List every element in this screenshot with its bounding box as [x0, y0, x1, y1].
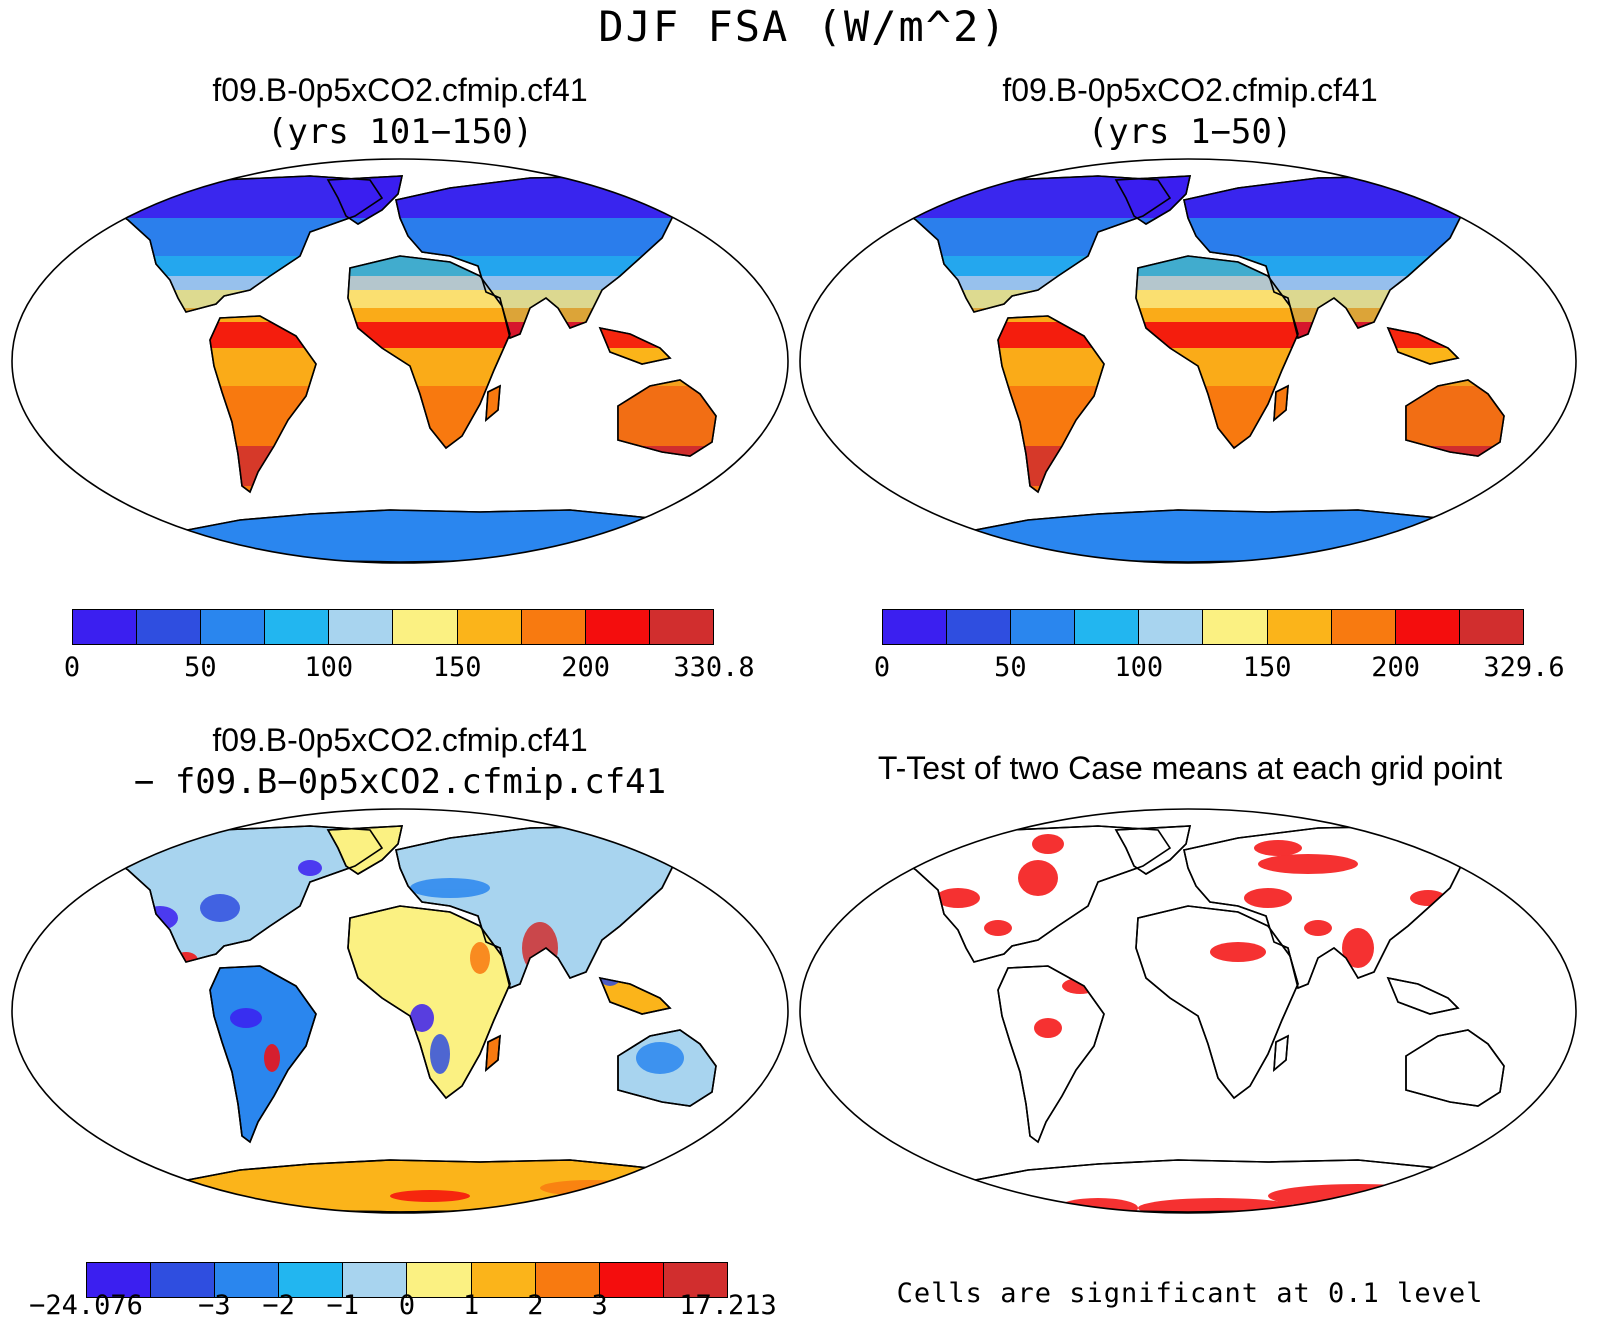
colorbar-tick-label: 1 — [463, 1290, 480, 1321]
colorbar-tick-label: 329.6 — [1483, 652, 1565, 683]
colorbar-swatch — [407, 1263, 472, 1297]
colorbar-swatch — [279, 1263, 344, 1297]
panel2-colorbar-ticks: 0 50 100 150 200 329.6 — [874, 652, 1565, 686]
panel3-map — [11, 808, 789, 1214]
figure-title: DJF FSA (W/m^2) — [598, 2, 1008, 51]
panel1-subtitle: (yrs 101−150) — [266, 112, 534, 152]
colorbar-swatch — [883, 610, 948, 644]
colorbar-tick-label: 200 — [1371, 652, 1420, 683]
significance-note: Cells are significant at 0.1 level — [896, 1278, 1484, 1309]
colorbar-swatch — [73, 610, 138, 644]
colorbar-swatch — [1267, 610, 1332, 644]
colorbar-tick-label: 50 — [184, 652, 217, 683]
map-frame — [11, 158, 789, 564]
panel2-subtitle: (yrs 1−50) — [1087, 112, 1293, 152]
colorbar-swatch — [599, 1263, 664, 1297]
colorbar-swatch — [265, 610, 330, 644]
colorbar-tick-label: −2 — [262, 1290, 295, 1321]
colorbar-tick-label: 0 — [63, 652, 81, 683]
colorbar-swatch — [535, 1263, 600, 1297]
panel4-title: T-Test of two Case means at each grid po… — [877, 750, 1503, 786]
colorbar-swatch — [471, 1263, 536, 1297]
colorbar-swatch — [649, 610, 713, 644]
colorbar-swatch — [947, 610, 1012, 644]
colorbar-tick-label: 0 — [873, 652, 891, 683]
colorbar-swatch — [137, 610, 202, 644]
colorbar-swatch — [1139, 610, 1204, 644]
panel3-colorbar-ticks: −24.076 −3 −2 −1 0 1 2 3 17.213 — [29, 1290, 777, 1324]
panel3-title: f09.B-0p5xCO2.cfmip.cf41 — [212, 722, 588, 758]
colorbar-swatch — [215, 1263, 280, 1297]
panel3-colorbar — [86, 1262, 728, 1298]
colorbar-swatch — [1011, 610, 1076, 644]
panel2-title: f09.B-0p5xCO2.cfmip.cf41 — [1002, 72, 1378, 108]
colorbar-tick-label: 0 — [398, 1290, 416, 1321]
panel4-map — [799, 808, 1577, 1214]
colorbar-tick-label: −1 — [326, 1290, 360, 1321]
panel2-colorbar — [882, 609, 1524, 645]
colorbar-swatch — [87, 1263, 152, 1297]
colorbar-swatch — [151, 1263, 216, 1297]
colorbar-swatch — [1459, 610, 1523, 644]
colorbar-tick-label: 2 — [527, 1290, 544, 1321]
map-frame — [799, 158, 1577, 564]
panel1-colorbar-ticks: 0 50 100 150 200 330.8 — [64, 652, 755, 686]
colorbar-tick-label: 100 — [304, 652, 354, 683]
colorbar-tick-label: 50 — [994, 652, 1027, 683]
colorbar-swatch — [343, 1263, 408, 1297]
colorbar-swatch — [663, 1263, 727, 1297]
colorbar-swatch — [585, 610, 650, 644]
panel1-colorbar — [72, 609, 714, 645]
colorbar-tick-label: 3 — [591, 1290, 608, 1321]
colorbar-tick-label: −24.076 — [29, 1290, 143, 1321]
map-frame — [799, 808, 1577, 1214]
colorbar-tick-label: 17.213 — [679, 1290, 777, 1321]
colorbar-tick-label: 100 — [1114, 652, 1164, 683]
panel2-map — [799, 158, 1577, 564]
colorbar-swatch — [1395, 610, 1460, 644]
colorbar-tick-label: 330.8 — [673, 652, 755, 683]
colorbar-swatch — [329, 610, 394, 644]
colorbar-swatch — [457, 610, 522, 644]
panel1-title: f09.B-0p5xCO2.cfmip.cf41 — [212, 72, 588, 108]
colorbar-swatch — [201, 610, 266, 644]
colorbar-tick-label: 150 — [432, 652, 482, 683]
colorbar-swatch — [393, 610, 458, 644]
colorbar-swatch — [1075, 610, 1140, 644]
colorbar-tick-label: 150 — [1242, 652, 1292, 683]
colorbar-swatch — [1203, 610, 1268, 644]
map-frame — [11, 808, 789, 1214]
colorbar-tick-label: 200 — [561, 652, 610, 683]
colorbar-swatch — [1331, 610, 1396, 644]
colorbar-swatch — [521, 610, 586, 644]
colorbar-tick-label: −3 — [198, 1290, 231, 1321]
panel3-subtitle: − f09.B−0p5xCO2.cfmip.cf41 — [133, 762, 667, 802]
panel1-map — [11, 158, 789, 564]
